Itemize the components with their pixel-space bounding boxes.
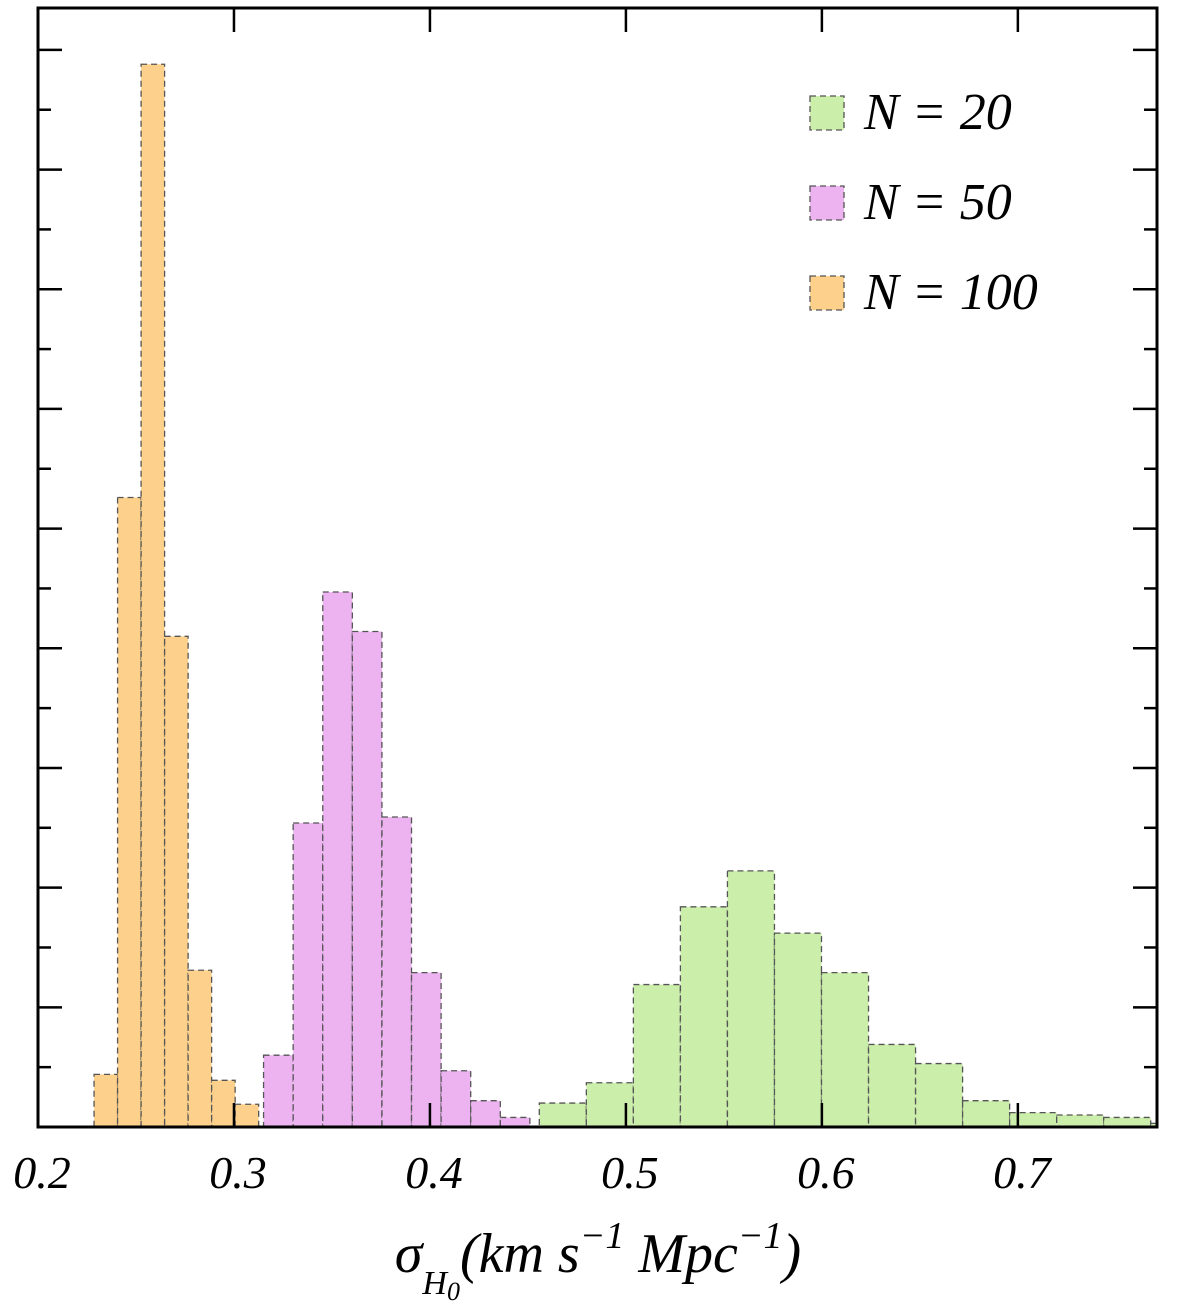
bar (93, 1073, 119, 1127)
x-tick-label: 0.4 (405, 1147, 463, 1198)
x-tick-label: 0.3 (209, 1147, 267, 1198)
bar (410, 971, 442, 1127)
plot-frame (36, 6, 1159, 1129)
plot-area (93, 63, 1157, 1127)
x-label-part: σ (395, 1223, 425, 1285)
bar (538, 1102, 587, 1127)
x-label-part: H (421, 1265, 449, 1302)
bar (470, 1100, 501, 1127)
bar (234, 1103, 260, 1127)
bar (679, 906, 729, 1127)
x-axis-label: σH0(km s−1 Mpc−1) (395, 1215, 801, 1306)
legend-label: N = 100 (863, 264, 1038, 321)
bar (632, 983, 682, 1127)
bar (292, 822, 324, 1127)
x-tick-label: 0.5 (601, 1147, 659, 1198)
bar (820, 971, 870, 1127)
x-label-part: (km s (460, 1223, 580, 1285)
bar (726, 870, 776, 1127)
x-label-part: ) (780, 1223, 802, 1285)
x-label-part: −1 (580, 1215, 625, 1257)
bar (262, 1054, 294, 1127)
bar (867, 1043, 917, 1127)
x-label-part: Mpc (624, 1223, 738, 1285)
bar (187, 969, 213, 1127)
bar (381, 816, 413, 1127)
bar (1056, 1114, 1105, 1127)
bar (163, 635, 189, 1127)
bar (116, 496, 142, 1127)
x-label-part: 0 (447, 1277, 460, 1306)
bar (914, 1062, 964, 1127)
x-tick-label: 0.6 (797, 1147, 855, 1198)
x-tick-label: 0.2 (13, 1147, 71, 1198)
bar (440, 1070, 472, 1127)
bar (210, 1079, 236, 1127)
legend-label: N = 50 (863, 174, 1012, 231)
legend-swatch (809, 275, 845, 311)
legend-swatch (809, 95, 845, 131)
bar (140, 63, 166, 1127)
x-tick-label: 0.7 (993, 1147, 1053, 1198)
bar (351, 630, 383, 1127)
bar (1150, 1122, 1157, 1127)
bar (322, 591, 353, 1127)
bar (773, 932, 823, 1127)
legend-label: N = 20 (863, 84, 1012, 141)
legend-swatch (809, 185, 845, 221)
x-label-part: −1 (738, 1215, 783, 1257)
bar (961, 1100, 1011, 1127)
